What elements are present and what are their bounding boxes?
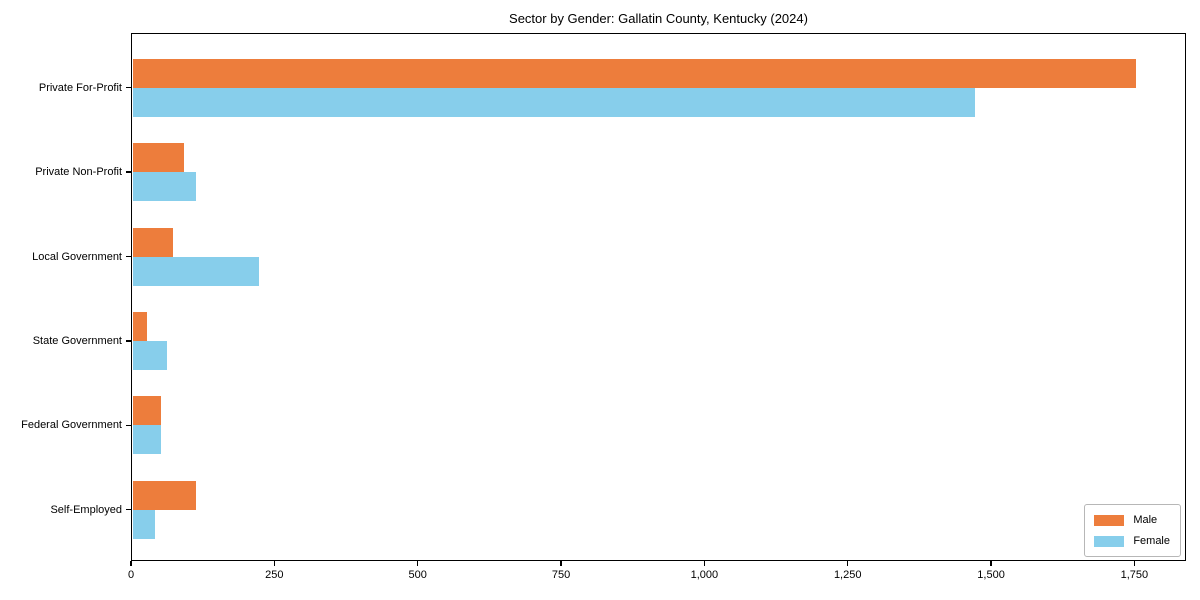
female-color-swatch: [1094, 535, 1125, 547]
y-tick-label: State Government: [32, 334, 122, 347]
plot-area: [131, 33, 1186, 561]
bar-female-1: [132, 172, 196, 202]
x-tick-label: 0: [127, 569, 135, 581]
x-tick-label: 1,500: [977, 569, 1005, 581]
x-tick-label: 1,250: [833, 569, 862, 581]
y-tick: [126, 171, 131, 173]
bar-male-5: [132, 480, 196, 510]
y-tick-label: Private Non-Profit: [35, 166, 122, 179]
x-tick: [990, 561, 992, 566]
x-tick: [130, 561, 132, 566]
bar-female-2: [132, 256, 259, 286]
bar-female-5: [132, 509, 156, 539]
x-tick-label: 750: [551, 569, 571, 581]
male-color-swatch: [1094, 514, 1125, 526]
chart-title: Sector by Gender: Gallatin County, Kentu…: [509, 11, 808, 26]
x-tick-label: 250: [265, 569, 284, 581]
legend: Male Female: [1084, 504, 1181, 557]
legend-label-male: Male: [1133, 514, 1158, 526]
legend-entry-female: Female: [1094, 533, 1170, 549]
x-tick-label: 1,000: [690, 569, 719, 581]
x-tick: [273, 561, 276, 566]
y-tick: [126, 86, 131, 89]
bar-male-2: [132, 227, 173, 257]
x-tick: [416, 561, 419, 566]
bar-male-3: [132, 311, 147, 341]
legend-entry-male: Male: [1094, 512, 1170, 528]
legend-label-female: Female: [1133, 535, 1170, 547]
bar-female-4: [132, 425, 162, 455]
y-tick-label: Self-Employed: [50, 503, 122, 516]
x-tick-label: 500: [408, 569, 427, 581]
bar-male-0: [132, 58, 1136, 88]
y-tick-label: Private For-Profit: [38, 81, 122, 94]
bar-female-0: [132, 87, 976, 117]
y-tick: [126, 424, 131, 427]
bar-female-3: [132, 340, 167, 370]
bar-male-1: [132, 143, 185, 173]
x-tick: [560, 561, 562, 566]
x-tick: [1133, 561, 1136, 566]
x-tick-label: 1,750: [1120, 569, 1149, 581]
x-tick: [703, 561, 706, 566]
y-tick-label: Federal Government: [21, 419, 122, 432]
y-tick-label: Local Government: [32, 250, 122, 263]
y-tick: [126, 340, 131, 342]
x-tick: [846, 561, 849, 566]
y-tick: [126, 508, 131, 511]
y-tick: [126, 255, 131, 258]
bar-male-4: [132, 396, 162, 426]
